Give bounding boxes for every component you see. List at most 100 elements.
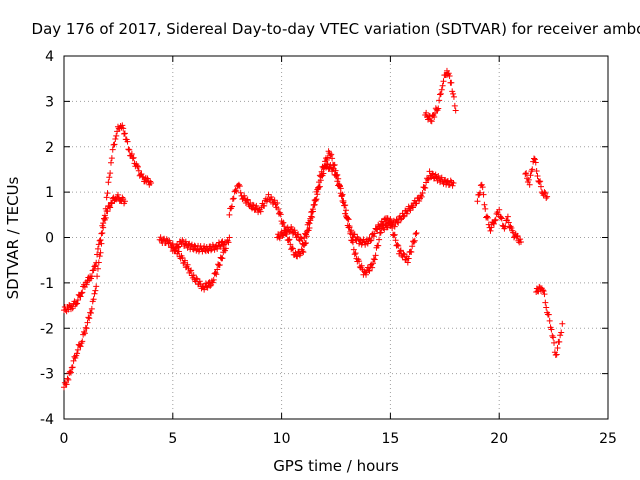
data-point bbox=[339, 191, 346, 198]
data-point bbox=[435, 105, 442, 112]
data-point bbox=[438, 174, 445, 181]
data-point bbox=[299, 248, 306, 255]
data-point bbox=[108, 159, 115, 166]
data-point bbox=[356, 258, 363, 265]
data-point bbox=[169, 240, 176, 247]
data-point bbox=[412, 231, 419, 238]
data-point bbox=[94, 245, 101, 252]
data-point bbox=[121, 130, 128, 137]
data-point bbox=[106, 174, 113, 181]
data-point bbox=[322, 164, 329, 171]
data-point bbox=[556, 338, 563, 345]
data-point bbox=[100, 220, 107, 227]
grid bbox=[64, 56, 608, 419]
series-arc-7 bbox=[522, 155, 551, 202]
y-axis-title: SDTVAR / TECUs bbox=[4, 176, 22, 299]
data-point bbox=[249, 205, 256, 212]
data-point bbox=[66, 302, 73, 309]
data-point bbox=[437, 90, 444, 97]
data-point bbox=[365, 267, 372, 274]
data-point bbox=[317, 177, 324, 184]
data-point bbox=[481, 201, 488, 208]
data-point bbox=[179, 254, 186, 261]
data-point bbox=[369, 260, 376, 267]
data-point bbox=[408, 249, 415, 256]
data-point bbox=[514, 232, 521, 239]
data-point bbox=[222, 245, 229, 252]
data-point bbox=[513, 233, 520, 240]
x-axis-title: GPS time / hours bbox=[273, 457, 399, 475]
data-point bbox=[348, 227, 355, 234]
data-point bbox=[161, 235, 168, 242]
data-point bbox=[209, 279, 216, 286]
data-point bbox=[534, 172, 541, 179]
data-point bbox=[67, 368, 74, 375]
data-point bbox=[212, 269, 219, 276]
series-arc-5 bbox=[422, 67, 459, 125]
data-point bbox=[67, 369, 74, 376]
data-point bbox=[477, 189, 484, 196]
data-point bbox=[226, 234, 233, 241]
data-point bbox=[310, 202, 317, 209]
data-point bbox=[69, 364, 76, 371]
data-point bbox=[484, 214, 491, 221]
data-point bbox=[424, 176, 431, 183]
data-point bbox=[275, 205, 282, 212]
data-point bbox=[285, 237, 292, 244]
data-point bbox=[97, 237, 104, 244]
data-point bbox=[532, 159, 539, 166]
data-point bbox=[409, 243, 416, 250]
data-point bbox=[445, 70, 452, 77]
data-point bbox=[228, 203, 235, 210]
data-point bbox=[449, 88, 456, 95]
y-tick-label: 1 bbox=[45, 185, 54, 201]
data-point bbox=[300, 241, 307, 248]
data-point bbox=[430, 170, 437, 177]
data-point bbox=[323, 160, 330, 167]
data-point bbox=[94, 251, 101, 258]
data-point bbox=[533, 168, 540, 175]
data-point bbox=[410, 204, 417, 211]
data-point bbox=[343, 207, 350, 214]
data-point bbox=[257, 208, 264, 215]
data-point bbox=[203, 283, 210, 290]
data-point bbox=[98, 230, 105, 237]
data-point bbox=[78, 290, 85, 297]
data-point bbox=[369, 264, 376, 271]
data-point bbox=[175, 243, 182, 250]
data-point bbox=[346, 223, 353, 230]
data-point bbox=[344, 215, 351, 222]
data-point bbox=[134, 163, 141, 170]
data-point bbox=[229, 195, 236, 202]
data-point bbox=[522, 170, 529, 177]
data-point bbox=[188, 267, 195, 274]
data-point bbox=[219, 255, 226, 262]
data-point bbox=[428, 174, 435, 181]
data-point bbox=[316, 183, 323, 190]
data-point bbox=[404, 259, 411, 266]
data-point bbox=[531, 156, 538, 163]
data-point bbox=[479, 184, 486, 191]
data-point bbox=[436, 97, 443, 104]
data-point bbox=[372, 252, 379, 259]
data-point bbox=[416, 197, 423, 204]
data-point bbox=[542, 190, 549, 197]
data-point bbox=[107, 170, 114, 177]
data-point bbox=[439, 82, 446, 89]
data-point bbox=[243, 197, 250, 204]
data-point bbox=[81, 330, 88, 337]
data-point bbox=[282, 231, 289, 238]
data-point bbox=[400, 213, 407, 220]
y-tick-label: -4 bbox=[40, 412, 54, 428]
data-point bbox=[376, 225, 383, 232]
data-point bbox=[409, 202, 416, 209]
data-point bbox=[93, 283, 100, 290]
x-tick-label: 0 bbox=[60, 431, 69, 447]
data-point bbox=[487, 227, 494, 234]
data-point bbox=[403, 256, 410, 263]
data-point bbox=[374, 226, 381, 233]
data-point bbox=[175, 244, 182, 251]
series-arc-3 bbox=[226, 148, 420, 278]
data-point bbox=[114, 191, 121, 198]
